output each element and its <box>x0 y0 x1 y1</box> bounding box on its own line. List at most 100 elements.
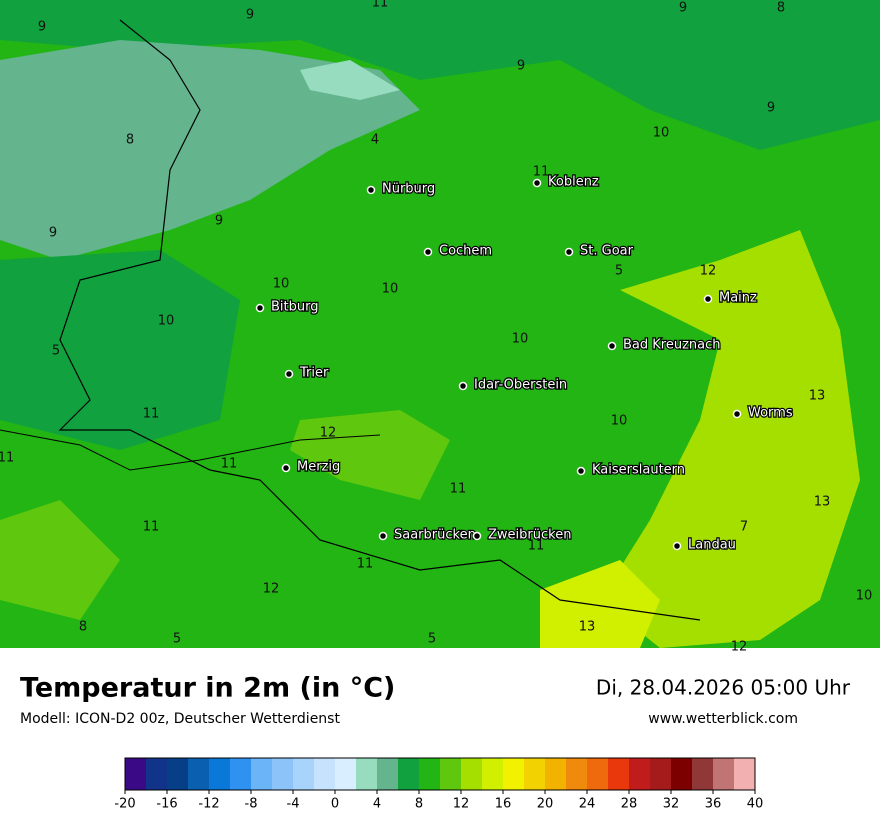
isotherm-label: 9 <box>215 214 223 229</box>
city-dot <box>564 247 574 257</box>
isotherm-label: 9 <box>767 101 775 116</box>
model: Modell: ICON-D2 00z, Deutscher Wetterdie… <box>20 711 340 727</box>
isotherm-label: 9 <box>38 20 46 35</box>
region <box>0 500 120 620</box>
isotherm-label: 10 <box>273 277 290 292</box>
colorbar-cell <box>230 758 252 790</box>
isotherm-label: 8 <box>79 620 87 635</box>
website: www.wetterblick.com <box>648 711 798 727</box>
datetime: Di, 28.04.2026 05:00 Uhr <box>596 676 851 700</box>
city-label: Mainz <box>719 291 757 306</box>
colorbar-cell <box>713 758 735 790</box>
isotherm-label: 10 <box>611 414 628 429</box>
colorbar-tick-label: 8 <box>415 797 423 812</box>
colorbar-cell <box>650 758 672 790</box>
colorbar-cell <box>335 758 357 790</box>
isotherm-label: 11 <box>221 457 238 472</box>
city-label: St. Goar <box>580 244 634 259</box>
isotherm-label: 12 <box>320 426 337 441</box>
colorbar-cell <box>188 758 210 790</box>
isotherm-label: 9 <box>49 226 57 241</box>
city-label: Bitburg <box>271 300 319 315</box>
colorbar-cell <box>440 758 462 790</box>
colorbar-tick-label: 24 <box>579 797 596 812</box>
colorbar-cell <box>272 758 294 790</box>
city-dot <box>366 185 376 195</box>
isotherm-label: 10 <box>382 282 399 297</box>
isotherm-label: 11 <box>357 557 374 572</box>
region <box>300 60 400 100</box>
isotherm-label: 5 <box>615 264 623 279</box>
colorbar-tick-label: -8 <box>245 797 258 812</box>
city-dot <box>255 303 265 313</box>
colorbar-cell <box>398 758 420 790</box>
colorbar-tick-label: 20 <box>537 797 554 812</box>
city-dot <box>423 247 433 257</box>
city-dot <box>378 531 388 541</box>
city-dot <box>732 409 742 419</box>
colorbar-cell <box>734 758 756 790</box>
city-label: Trier <box>299 366 329 381</box>
isotherm-label: 11 <box>143 520 160 535</box>
city-label: Bad Kreuznach <box>623 338 721 353</box>
isotherm-label: 13 <box>809 389 826 404</box>
isotherm-label: 9 <box>679 1 687 16</box>
isotherm-label: 5 <box>173 632 181 647</box>
isotherm-label: 13 <box>814 495 831 510</box>
city-label: Zweibrücken <box>488 528 571 543</box>
region <box>600 230 860 648</box>
isotherm-label: 12 <box>700 264 717 279</box>
colorbar-cell <box>377 758 399 790</box>
colorbar-tick-label: 16 <box>495 797 512 812</box>
isotherm-label: 11 <box>528 539 545 554</box>
isotherm-label: 11 <box>450 482 467 497</box>
map <box>0 0 880 648</box>
city-label: Landau <box>688 538 736 553</box>
city-dot <box>281 463 291 473</box>
city-dot <box>607 341 617 351</box>
isotherm-label: 12 <box>731 640 748 655</box>
city-dot <box>472 531 482 541</box>
colorbar-tick-label: 4 <box>373 797 381 812</box>
isotherm-label: 4 <box>371 133 379 148</box>
city-dot <box>703 294 713 304</box>
colorbar-tick-label: -16 <box>156 797 177 812</box>
region <box>0 250 240 450</box>
region <box>290 410 450 500</box>
isotherm-label: 5 <box>52 344 60 359</box>
colorbar-tick-label: 28 <box>621 797 638 812</box>
city-dot <box>532 178 542 188</box>
city-label: Idar-Oberstein <box>474 378 567 393</box>
colorbar-tick-label: 40 <box>747 797 764 812</box>
colorbar-tick-label: -20 <box>114 797 135 812</box>
colorbar-cell <box>461 758 483 790</box>
border <box>0 429 381 471</box>
colorbar-cell <box>482 758 504 790</box>
colorbar-cell <box>587 758 609 790</box>
city-dot <box>672 541 682 551</box>
isotherm-label: 10 <box>512 332 529 347</box>
colorbar-cell <box>314 758 336 790</box>
isotherm-label: 8 <box>777 1 785 16</box>
city-label: Cochem <box>439 244 492 259</box>
isotherm-label: 11 <box>0 451 14 466</box>
isotherm-label: 10 <box>653 126 670 141</box>
colorbar-cell <box>629 758 651 790</box>
colorbar-cell <box>503 758 525 790</box>
colorbar-cell <box>671 758 693 790</box>
isotherm-label: 9 <box>517 59 525 74</box>
colorbar-tick-label: -4 <box>287 797 300 812</box>
colorbar-cell <box>545 758 567 790</box>
colorbar-cell <box>692 758 714 790</box>
isotherm-label: 5 <box>428 632 436 647</box>
city-label: Koblenz <box>548 175 599 190</box>
city-label: Merzig <box>297 460 340 475</box>
city-label: Worms <box>748 406 793 421</box>
colorbar-tick-label: 12 <box>453 797 470 812</box>
isotherm-label: 9 <box>246 8 254 23</box>
colorbar-tick-label: 32 <box>663 797 680 812</box>
isotherm-label: 13 <box>579 620 596 635</box>
city-label: Nürburg <box>382 182 435 197</box>
isotherm-label: 8 <box>126 133 134 148</box>
